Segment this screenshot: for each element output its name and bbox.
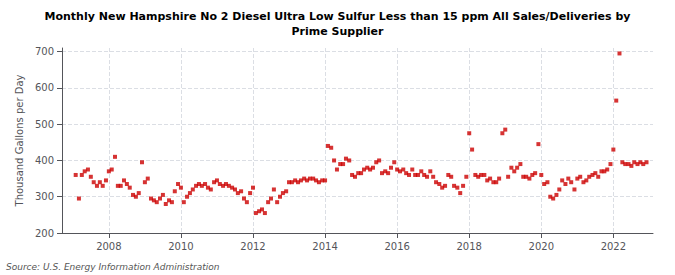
- svg-text:Prime Supplier: Prime Supplier: [292, 25, 385, 38]
- svg-text:2010: 2010: [168, 241, 193, 252]
- svg-text:500: 500: [35, 119, 54, 130]
- svg-text:2014: 2014: [312, 241, 337, 252]
- svg-text:700: 700: [35, 46, 54, 57]
- svg-text:300: 300: [35, 191, 54, 202]
- svg-text:400: 400: [35, 155, 54, 166]
- svg-text:200: 200: [35, 228, 54, 239]
- svg-text:Source: U.S. Energy Informatio: Source: U.S. Energy Information Administ…: [6, 262, 220, 272]
- svg-text:2022: 2022: [601, 241, 626, 252]
- svg-text:2012: 2012: [240, 241, 265, 252]
- svg-text:2020: 2020: [529, 241, 554, 252]
- svg-text:2008: 2008: [96, 241, 121, 252]
- svg-text:Thousand Gallons per Day: Thousand Gallons per Day: [14, 74, 25, 207]
- svg-text:2016: 2016: [384, 241, 409, 252]
- svg-text:2018: 2018: [456, 241, 481, 252]
- svg-text:600: 600: [35, 82, 54, 93]
- svg-text:Monthly New Hampshire No 2 Die: Monthly New Hampshire No 2 Diesel Ultra …: [45, 10, 631, 23]
